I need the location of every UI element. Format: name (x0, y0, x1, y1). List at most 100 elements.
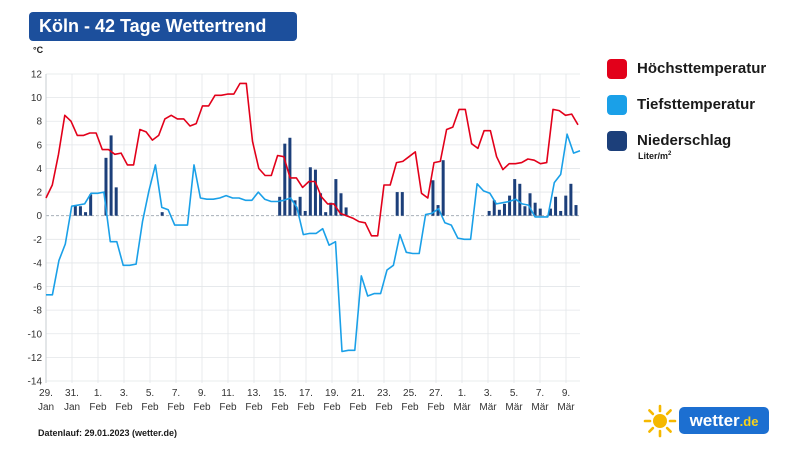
legend-item-high: Höchsttemperatur (607, 58, 797, 94)
precip-bar (329, 202, 333, 216)
precip-bar (78, 206, 82, 216)
x-tick-label: 5. (510, 388, 518, 399)
x-tick-label: 7. (536, 388, 544, 399)
y-tick-label: -2 (33, 235, 42, 246)
x-tick-label: 21. (351, 388, 365, 399)
precip-bar (548, 208, 552, 216)
y-tick-label: -14 (28, 377, 43, 388)
legend-item-precip: Niederschlag (607, 130, 797, 166)
legend-swatch-high (607, 59, 627, 79)
precip-bar (518, 183, 522, 216)
x-tick-label: 19. (325, 388, 339, 399)
x-tick-sublabel: Mär (505, 402, 523, 413)
x-tick-label: 27. (429, 388, 443, 399)
legend-item-low: Tiefsttemperatur (607, 94, 797, 130)
precip-bar (574, 205, 578, 216)
chart-title: Köln - 42 Tage Wettertrend (29, 12, 297, 41)
precip-bar (308, 167, 312, 216)
precip-bar (89, 194, 93, 216)
x-tick-sublabel: Feb (115, 402, 133, 413)
precip-bar (528, 193, 532, 216)
low-temperature-line (46, 133, 581, 353)
precip-bar (431, 180, 435, 216)
x-axis: 29. Jan 31. Jan 1. Feb 3. Feb 5. Feb 7. Feb 9. Feb 11.… (38, 388, 575, 413)
precip-bar (344, 207, 348, 216)
precip-bar (114, 187, 118, 216)
precip-bar (84, 212, 88, 216)
precip-bar (319, 193, 323, 216)
x-tick-label: 29. (39, 388, 53, 399)
precip-bar (109, 135, 113, 216)
x-tick-sublabel: Feb (193, 402, 211, 413)
precip-bar (508, 195, 512, 216)
precip-bar (278, 196, 282, 216)
legend-swatch-precip (607, 131, 627, 151)
precip-unit-text: Liter/m (638, 151, 669, 161)
wetter-logo[interactable]: wetter.de (643, 404, 773, 438)
precip-bar (554, 196, 558, 216)
x-tick-sublabel: Jan (38, 402, 54, 413)
precip-bar (569, 183, 573, 216)
precip-bar (497, 209, 501, 216)
x-tick-sublabel: Jan (64, 402, 80, 413)
y-tick-label: 8 (36, 117, 42, 128)
y-tick-label: 12 (31, 70, 43, 81)
precip-bar (298, 196, 302, 216)
y-tick-label: 6 (36, 140, 42, 151)
precip-unit-sup: 2 (668, 151, 672, 157)
x-tick-label: 9. (562, 388, 570, 399)
legend-label-low: Tiefsttemperatur (637, 96, 756, 113)
grid-lines (45, 73, 580, 383)
precip-bar (436, 205, 440, 216)
precip-bar (564, 195, 568, 216)
chart-legend: Höchsttemperatur Tiefsttemperatur Nieder… (607, 58, 797, 166)
precip-bar (160, 212, 164, 216)
y-tick-label: 10 (31, 93, 43, 104)
x-tick-sublabel: Feb (89, 402, 107, 413)
precip-bar (104, 157, 108, 216)
x-tick-sublabel: Feb (349, 402, 367, 413)
x-tick-sublabel: Mär (453, 402, 471, 413)
x-tick-label: 7. (172, 388, 180, 399)
logo-name: wetter (689, 411, 740, 430)
x-tick-label: 3. (120, 388, 128, 399)
legend-label-precip: Niederschlag (637, 132, 732, 149)
temperature-lines (45, 82, 581, 353)
x-tick-label: 1. (94, 388, 102, 399)
precip-bar (339, 193, 343, 216)
x-tick-sublabel: Mär (531, 402, 549, 413)
logo-tld: .de (739, 414, 759, 429)
x-tick-sublabel: Feb (271, 402, 289, 413)
precip-bar (502, 203, 506, 216)
x-tick-sublabel: Feb (401, 402, 419, 413)
precip-bar (313, 169, 317, 216)
precip-bar (441, 160, 445, 216)
precip-bar (559, 210, 563, 216)
x-tick-sublabel: Mär (479, 402, 497, 413)
precip-bar (73, 205, 77, 216)
precip-bar (513, 179, 517, 216)
precip-bar (293, 200, 297, 216)
x-tick-sublabel: Feb (375, 402, 393, 413)
precip-bar (533, 202, 537, 216)
x-tick-sublabel: Feb (245, 402, 263, 413)
x-tick-label: 3. (484, 388, 492, 399)
x-tick-sublabel: Feb (141, 402, 159, 413)
y-tick-label: -6 (33, 282, 42, 293)
x-tick-label: 31. (65, 388, 79, 399)
precip-bar (395, 192, 399, 216)
y-tick-label: -4 (33, 258, 42, 269)
logo-badge: wetter.de (679, 407, 769, 434)
x-tick-label: 9. (198, 388, 206, 399)
x-tick-label: 5. (146, 388, 154, 399)
y-tick-label: -10 (28, 329, 43, 340)
precipitation-bars (73, 135, 578, 216)
data-run-footer: Datenlauf: 29.01.2023 (wetter.de) (38, 428, 178, 438)
x-tick-sublabel: Feb (427, 402, 445, 413)
x-tick-sublabel: Feb (167, 402, 185, 413)
x-tick-label: 13. (247, 388, 261, 399)
y-tick-label: 0 (36, 211, 42, 222)
x-tick-sublabel: Feb (323, 402, 341, 413)
precip-unit: Liter/m2 (638, 151, 671, 161)
